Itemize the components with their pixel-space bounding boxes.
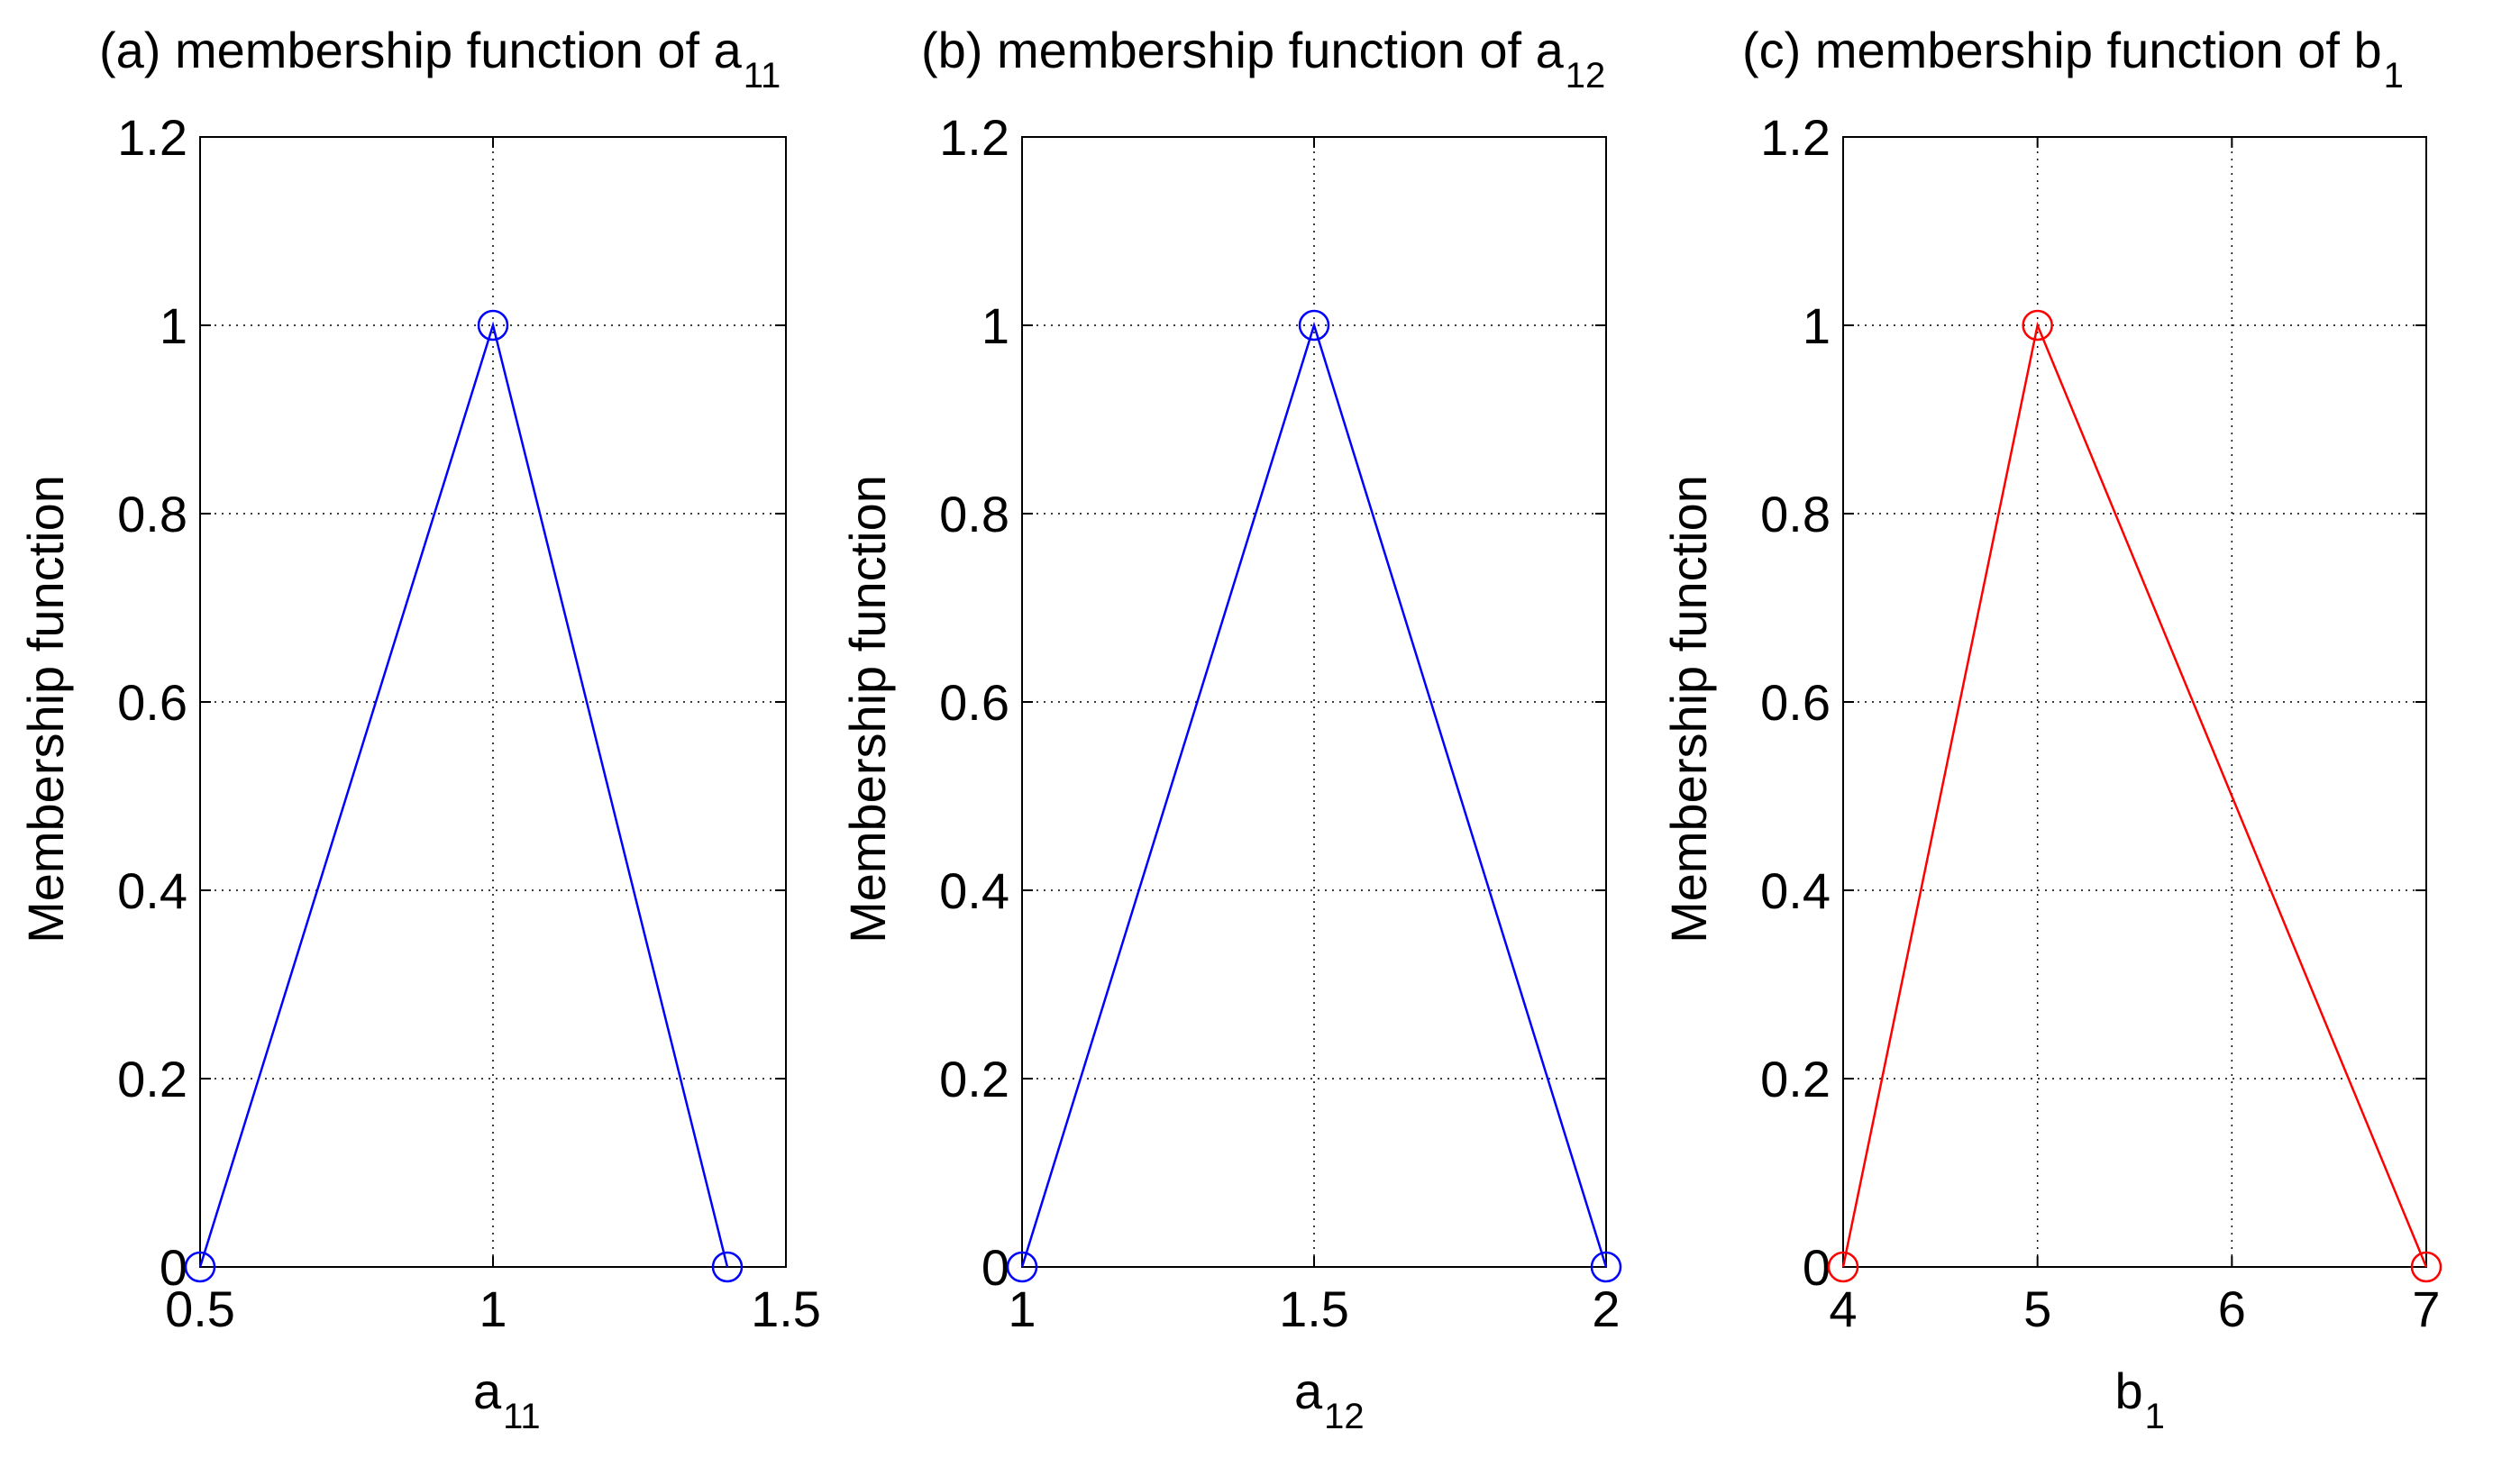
y-tick-label: 1 <box>160 297 187 354</box>
x-tick-label: 1.5 <box>751 1280 821 1337</box>
y-tick-label: 0.6 <box>1760 674 1831 731</box>
chart-panel-3: 0 0.2 0.4 0.6 0.8 1 1.2 4 5 6 7 (c) membership func… <box>1660 22 2442 1436</box>
data-point-marker <box>1590 1251 1622 1283</box>
series-line <box>1841 321 2428 1268</box>
y-tick-label: 0.8 <box>939 486 1009 542</box>
y-axis-label: Membership function <box>839 475 896 943</box>
x-axis-label: b1 <box>2115 1362 2165 1436</box>
x-tick-label: 1.5 <box>1279 1280 1349 1337</box>
series-line <box>1020 321 1608 1268</box>
data-point-marker <box>2410 1251 2442 1283</box>
data-point-marker <box>1006 1251 1038 1283</box>
y-tick-label: 1.2 <box>117 109 187 166</box>
x-tick-label: 5 <box>2023 1280 2051 1337</box>
y-axis-label: Membership function <box>17 475 74 943</box>
y-tick-label: 0 <box>160 1239 187 1296</box>
y-tick-label: 0.2 <box>117 1051 187 1107</box>
x-tick-label: 2 <box>1592 1280 1620 1337</box>
y-tick-label: 1 <box>982 297 1009 354</box>
data-point-marker <box>1827 1251 1859 1283</box>
chart-panel-1: 0 0.2 0.4 0.6 0.8 1 1.2 0.5 1 1.5 (a) membership f… <box>17 22 821 1436</box>
data-point-marker <box>1298 309 1330 342</box>
chart-panel-2: 0 0.2 0.4 0.6 0.8 1 1.2 1 1.5 2 (b) membership fun… <box>839 22 1622 1436</box>
y-tick-label: 0.4 <box>1760 862 1831 919</box>
y-tick-label: 1.2 <box>939 109 1009 166</box>
data-point-marker <box>477 309 509 342</box>
data-point-marker <box>184 1251 216 1283</box>
y-tick-label: 1.2 <box>1760 109 1831 166</box>
x-tick-label: 4 <box>1829 1280 1857 1337</box>
y-tick-label: 0.4 <box>939 862 1009 919</box>
x-tick-label: 0.5 <box>165 1280 235 1337</box>
y-tick-label: 0 <box>1803 1239 1831 1296</box>
chart-title: (b) membership function of a12 <box>921 22 1605 96</box>
y-axis-label: Membership function <box>1660 475 1717 943</box>
y-tick-label: 0.2 <box>1760 1051 1831 1107</box>
x-axis-label: a12 <box>1294 1362 1365 1436</box>
x-tick-label: 6 <box>2218 1280 2246 1337</box>
x-axis-label: a11 <box>473 1362 541 1436</box>
y-tick-label: 0.2 <box>939 1051 1009 1107</box>
y-tick-label: 0.8 <box>117 486 187 542</box>
series-line <box>198 321 729 1268</box>
x-tick-label: 1 <box>479 1280 507 1337</box>
y-tick-label: 0.4 <box>117 862 187 919</box>
x-tick-label: 7 <box>2412 1280 2440 1337</box>
data-point-marker <box>711 1251 744 1283</box>
y-tick-label: 0.6 <box>939 674 1009 731</box>
y-tick-label: 0 <box>982 1239 1009 1296</box>
y-tick-label: 0.8 <box>1760 486 1831 542</box>
y-tick-label: 1 <box>1803 297 1831 354</box>
data-point-marker <box>2022 309 2053 342</box>
x-tick-label: 1 <box>1008 1280 1036 1337</box>
chart-title: (a) membership function of a11 <box>99 22 781 96</box>
chart-title: (c) membership function of b1 <box>1742 22 2404 96</box>
y-tick-label: 0.6 <box>117 674 187 731</box>
